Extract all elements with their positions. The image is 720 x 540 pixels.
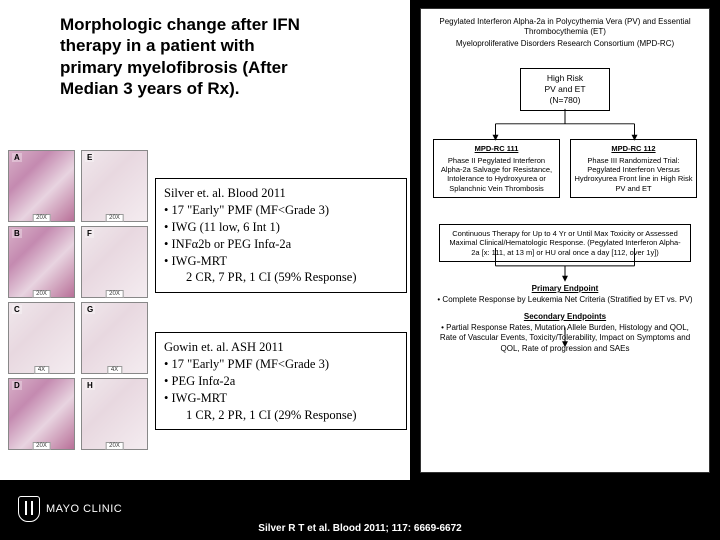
histology-label: H	[85, 381, 95, 390]
histology-image: D 20X	[8, 378, 75, 450]
citation-text: Silver R T et al. Blood 2011; 117: 6669-…	[258, 523, 461, 534]
histology-zoom: 4X	[34, 366, 49, 374]
histology-label: G	[85, 305, 95, 314]
study-bullet: • INFα2b or PEG Infα-2a	[164, 236, 398, 253]
study-bullet: • 17 "Early" PMF (MF<Grade 3)	[164, 202, 398, 219]
trial-continuation-box: Continuous Therapy for Up to 4 Yr or Unt…	[439, 224, 691, 262]
histology-label: F	[85, 229, 94, 238]
trial-arm-box: MPD-RC 112 Phase III Randomized Trial: P…	[570, 139, 697, 198]
arm-heading: MPD-RC 112	[574, 144, 693, 153]
histology-zoom: 4X	[107, 366, 122, 374]
histology-grid: A 20X E 20X B 20X F 20X C 4X G 4X D 20X …	[8, 150, 148, 450]
histology-image: C 4X	[8, 302, 75, 374]
histology-label: B	[12, 229, 22, 238]
study-bullet: • IWG (11 low, 6 Int 1)	[164, 219, 398, 236]
histology-zoom: 20X	[32, 442, 51, 450]
study-bullet: • IWG-MRT	[164, 390, 398, 407]
histology-label: C	[12, 305, 22, 314]
study-box-silver: Silver et. al. Blood 2011 • 17 "Early" P…	[155, 178, 407, 293]
study-header: Gowin et. al. ASH 2011	[164, 339, 398, 356]
mayo-clinic-logo: MAYO CLINIC	[18, 496, 122, 522]
endpoint-body: • Complete Response by Leukemia Net Crit…	[433, 295, 697, 306]
histology-image: A 20X	[8, 150, 75, 222]
trial-subtitle: Myeloproliferative Disorders Research Co…	[421, 39, 709, 52]
histology-zoom: 20X	[105, 442, 124, 450]
histology-label: A	[12, 153, 22, 162]
histology-image: H 20X	[81, 378, 148, 450]
study-bullet: • PEG Infα-2a	[164, 373, 398, 390]
arm-heading: MPD-RC 111	[437, 144, 556, 153]
histology-label: E	[85, 153, 94, 162]
study-result: 1 CR, 2 PR, 1 CI (29% Response)	[164, 407, 398, 424]
mayo-shield-icon	[18, 496, 40, 522]
arm-body: Phase III Randomized Trial: Pegylated In…	[574, 156, 693, 194]
study-bullet: • IWG-MRT	[164, 253, 398, 270]
histology-zoom: 20X	[32, 290, 51, 298]
trial-arm-box: MPD-RC 111 Phase II Pegylated Interferon…	[433, 139, 560, 198]
trial-title: Pegylated Interferon Alpha-2a in Polycyt…	[421, 9, 709, 39]
histology-image: B 20X	[8, 226, 75, 298]
histology-zoom: 20X	[105, 290, 124, 298]
study-box-gowin: Gowin et. al. ASH 2011 • 17 "Early" PMF …	[155, 332, 407, 430]
histology-zoom: 20X	[105, 214, 124, 222]
trial-population-box: High Risk PV and ET (N=780)	[520, 68, 610, 111]
trial-schema-panel: Pegylated Interferon Alpha-2a in Polycyt…	[420, 8, 710, 473]
endpoint-subheading: Secondary Endpoints	[433, 312, 697, 323]
histology-image: F 20X	[81, 226, 148, 298]
endpoint-heading: Primary Endpoint	[433, 284, 697, 295]
arm-body: Phase II Pegylated Interferon Alpha-2a S…	[437, 156, 556, 194]
histology-image: G 4X	[81, 302, 148, 374]
study-bullet: • 17 "Early" PMF (MF<Grade 3)	[164, 356, 398, 373]
trial-endpoints: Primary Endpoint • Complete Response by …	[433, 284, 697, 355]
mayo-logo-text: MAYO CLINIC	[46, 503, 122, 515]
histology-label: D	[12, 381, 22, 390]
endpoint-subbody: • Partial Response Rates, Mutation Allel…	[433, 323, 697, 355]
histology-zoom: 20X	[32, 214, 51, 222]
histology-image: E 20X	[81, 150, 148, 222]
slide-title: Morphologic change after IFN therapy in …	[60, 14, 310, 99]
study-header: Silver et. al. Blood 2011	[164, 185, 398, 202]
study-result: 2 CR, 7 PR, 1 CI (59% Response)	[164, 269, 398, 286]
